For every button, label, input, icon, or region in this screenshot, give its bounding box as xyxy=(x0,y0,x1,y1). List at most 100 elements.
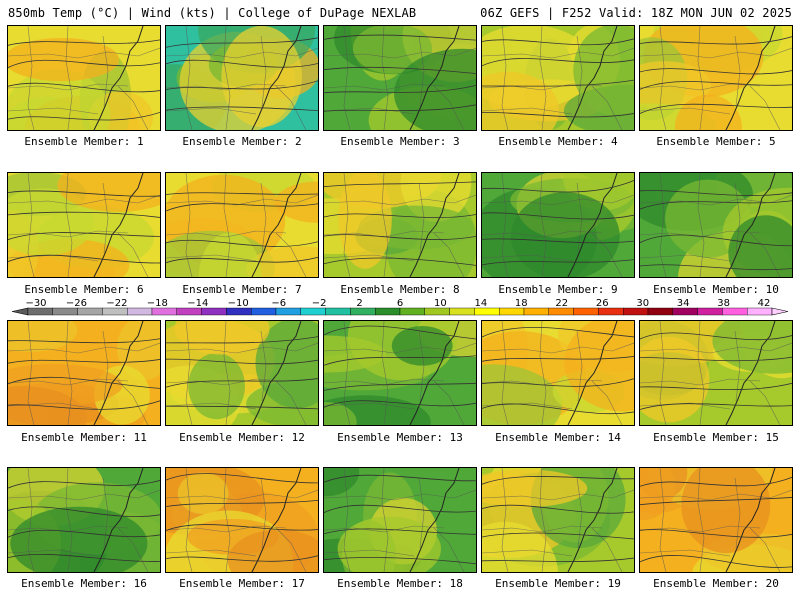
height-contour-line xyxy=(640,190,792,196)
temperature-shading-region xyxy=(198,232,262,277)
state-border-line xyxy=(27,173,35,277)
height-contour-line xyxy=(640,234,792,247)
temperature-shading-region xyxy=(573,26,634,116)
state-border-line xyxy=(275,380,307,425)
state-border-line xyxy=(482,107,573,115)
height-contour-line xyxy=(166,239,318,247)
coastline xyxy=(567,26,618,130)
state-border-line xyxy=(166,549,257,557)
state-border-line xyxy=(324,525,445,533)
colorbar-segment xyxy=(250,307,277,316)
state-border-line xyxy=(697,321,705,425)
height-contour-line xyxy=(8,39,160,46)
height-contour-line xyxy=(166,405,318,410)
state-border-line xyxy=(640,525,761,533)
colorbar-segment xyxy=(499,307,525,316)
state-border-line xyxy=(591,232,623,277)
colorbar-segment xyxy=(647,307,673,316)
temperature-field-map xyxy=(166,173,318,277)
state-border-line xyxy=(343,468,351,572)
height-contour-line xyxy=(8,111,160,121)
state-border-line xyxy=(117,85,149,130)
height-contour-line xyxy=(8,82,160,93)
height-contour-line xyxy=(166,192,318,195)
temperature-field-map xyxy=(482,26,634,130)
colorbar-tick-label: 30 xyxy=(636,298,649,309)
height-contour-line xyxy=(640,200,792,210)
height-contour-line xyxy=(166,59,318,68)
state-border-line xyxy=(418,477,425,549)
height-contour-line xyxy=(324,213,476,218)
state-border-line xyxy=(576,182,583,254)
temperature-shading-region xyxy=(8,38,120,82)
state-border-line xyxy=(501,468,509,572)
colorbar-segment xyxy=(474,307,500,316)
colorbar-segment xyxy=(672,307,698,316)
colorbar-segment xyxy=(126,307,153,316)
colorbar-segment xyxy=(697,307,723,316)
state-border-line xyxy=(749,85,781,130)
temperature-field-map xyxy=(640,321,792,425)
state-border-line xyxy=(102,477,109,549)
temperature-shading-region xyxy=(227,529,318,572)
colorbar-tick-label: −30 xyxy=(25,298,46,309)
colorbar-segment xyxy=(350,307,376,316)
colorbar-tick-label: −18 xyxy=(147,298,168,309)
ensemble-member-caption: Ensemble Member: 8 xyxy=(340,283,460,296)
state-border-line xyxy=(102,35,109,107)
height-contour-line xyxy=(8,400,160,410)
coastline xyxy=(251,173,302,277)
height-contour-line xyxy=(324,234,476,240)
state-border-line xyxy=(275,527,307,572)
state-border-line xyxy=(27,468,35,572)
height-contour-line xyxy=(324,355,476,366)
colorbar-tick-label: −6 xyxy=(271,298,286,309)
temperature-field-map xyxy=(166,468,318,572)
ensemble-member-caption: Ensemble Member: 16 xyxy=(21,577,147,590)
height-contour-line xyxy=(324,257,476,266)
temperature-field-map xyxy=(482,321,634,425)
state-border-line xyxy=(576,330,583,402)
ensemble-member-caption: Ensemble Member: 4 xyxy=(498,135,618,148)
ensemble-map-panel xyxy=(481,467,635,573)
ensemble-member-caption: Ensemble Member: 10 xyxy=(653,283,779,296)
height-contour-line xyxy=(166,473,318,484)
ensemble-member-caption: Ensemble Member: 6 xyxy=(24,283,144,296)
height-contour-line xyxy=(640,382,792,391)
ensemble-member-caption: Ensemble Member: 2 xyxy=(182,135,302,148)
coastline xyxy=(93,173,144,277)
state-border-line xyxy=(166,254,257,262)
ensemble-map-panel xyxy=(639,320,793,426)
map-title: 850mb Temp (°C) | Wind (kts) | College o… xyxy=(8,6,417,20)
valid-time-title: 06Z GEFS | F252 Valid: 18Z MON JUN 02 20… xyxy=(480,6,792,20)
ensemble-map-panel xyxy=(639,467,793,573)
coastline xyxy=(725,173,776,277)
state-border-line xyxy=(697,173,705,277)
ensemble-member-caption: Ensemble Member: 3 xyxy=(340,135,460,148)
state-border-line xyxy=(8,549,99,557)
state-border-line xyxy=(117,380,149,425)
height-contour-line xyxy=(166,37,318,48)
state-border-line xyxy=(8,230,129,238)
height-contour-line xyxy=(324,66,476,74)
height-contour-line xyxy=(166,499,318,507)
temperature-shading-region xyxy=(221,26,302,128)
height-contour-line xyxy=(640,264,792,271)
state-border-line xyxy=(343,173,351,277)
state-border-line xyxy=(482,47,634,59)
ensemble-member-caption: Ensemble Member: 9 xyxy=(498,283,618,296)
state-border-line xyxy=(433,232,465,277)
height-contour-line xyxy=(640,529,792,538)
temperature-field-map xyxy=(166,321,318,425)
ensemble-member-caption: Ensemble Member: 11 xyxy=(21,431,147,444)
height-contour-line xyxy=(482,179,634,193)
colorbar-segment xyxy=(325,307,351,316)
colorbar-segment xyxy=(77,307,103,316)
state-border-line xyxy=(482,525,603,533)
state-border-line xyxy=(640,254,731,262)
state-border-line xyxy=(166,47,318,59)
coastline xyxy=(725,468,776,572)
colorbar-tick-label: 18 xyxy=(515,298,528,309)
temperature-field-map xyxy=(324,468,476,572)
coastline xyxy=(93,468,144,572)
